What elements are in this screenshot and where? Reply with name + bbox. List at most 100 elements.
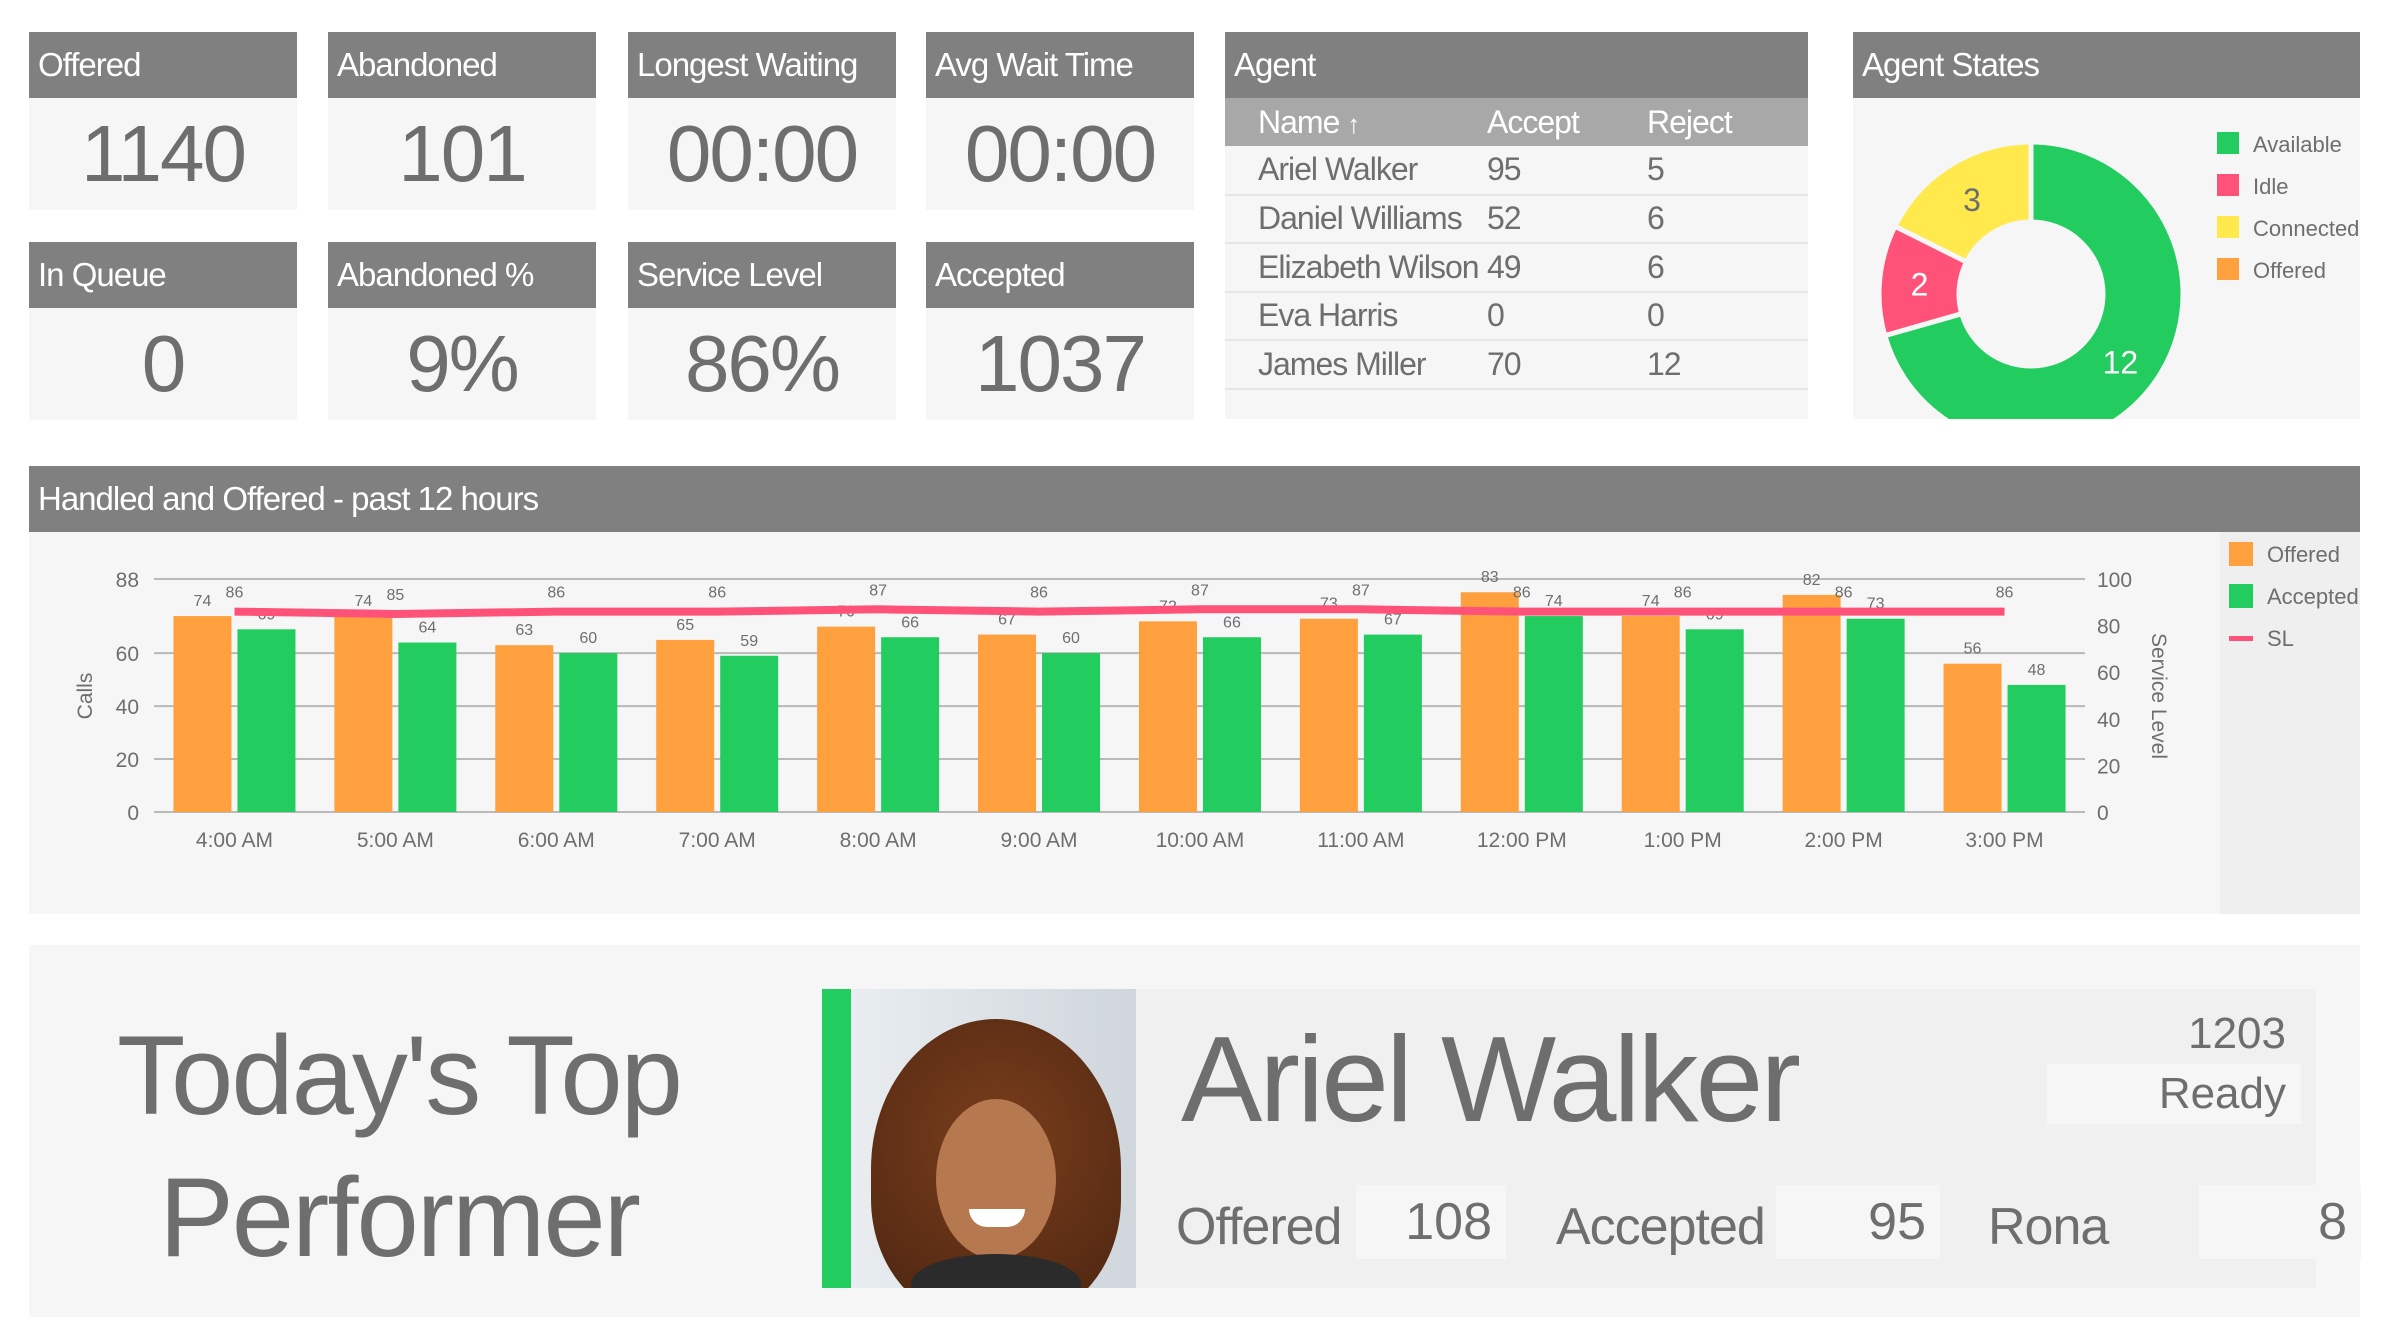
x-tick-label: 9:00 AM bbox=[1001, 829, 1078, 852]
bar-accepted bbox=[1524, 616, 1583, 812]
kpi-label: Abandoned bbox=[328, 32, 596, 98]
agent-accept: 49 bbox=[1487, 243, 1647, 293]
bar-value-label: 66 bbox=[901, 614, 919, 631]
stat-label-rona: Rona bbox=[1988, 1198, 2109, 1256]
bar-accepted bbox=[1363, 634, 1422, 812]
line-value-label: 86 bbox=[226, 585, 244, 602]
x-tick-label: 5:00 AM bbox=[357, 829, 434, 852]
agent-row[interactable]: James Miller 70 12 bbox=[1225, 340, 1808, 390]
bar-offered bbox=[817, 626, 876, 812]
agent-name: Elizabeth Wilson bbox=[1225, 243, 1487, 293]
agent-row[interactable]: Daniel Williams 52 6 bbox=[1225, 194, 1808, 244]
column-header-accept[interactable]: Accept bbox=[1487, 98, 1647, 146]
line-value-label: 86 bbox=[1674, 585, 1692, 602]
agent-name: Eva Harris bbox=[1225, 291, 1487, 341]
donut-slice-available bbox=[1881, 139, 2186, 419]
x-tick-label: 3:00 PM bbox=[1965, 829, 2043, 852]
kpi-value: 1037 bbox=[975, 319, 1147, 408]
bar-accepted bbox=[559, 653, 618, 812]
x-tick-label: 7:00 AM bbox=[679, 829, 756, 852]
legend-swatch-offered bbox=[2217, 258, 2239, 280]
bar-value-label: 74 bbox=[194, 593, 212, 610]
top-performer-panel: Today's Top Performer Ariel Walker 1203 … bbox=[29, 945, 2361, 1317]
performer-status: Ready bbox=[2047, 1064, 2301, 1124]
legend-swatch-accepted bbox=[2229, 584, 2253, 608]
kpi-tile-service-level: Service Level 86% bbox=[628, 242, 896, 420]
stat-value-rona: 8 bbox=[2199, 1185, 2361, 1259]
bar-value-label: 65 bbox=[676, 617, 694, 634]
column-header-name[interactable]: Name ↑ bbox=[1225, 98, 1487, 146]
bar-accepted bbox=[720, 655, 779, 812]
kpi-value: 0 bbox=[141, 319, 187, 408]
bar-offered bbox=[1621, 616, 1680, 812]
line-value-label: 87 bbox=[1352, 582, 1370, 599]
line-value-label: 85 bbox=[386, 587, 404, 604]
agent-reject: 12 bbox=[1647, 340, 1808, 390]
x-tick-label: 12:00 PM bbox=[1477, 829, 1567, 852]
bar-offered bbox=[1943, 663, 2002, 812]
agent-accept: 0 bbox=[1487, 291, 1647, 341]
stat-value-offered: 108 bbox=[1356, 1185, 1506, 1259]
agent-row[interactable]: Elizabeth Wilson 49 6 bbox=[1225, 243, 1808, 293]
bar-value-label: 83 bbox=[1481, 569, 1499, 586]
chart-title: Handled and Offered - past 12 hours bbox=[29, 466, 2360, 532]
line-value-label: 86 bbox=[708, 585, 726, 602]
kpi-value: 00:00 bbox=[666, 109, 859, 198]
bar-offered bbox=[1299, 618, 1358, 812]
agent-panel-title: Agent bbox=[1225, 32, 1808, 98]
x-tick-label: 11:00 AM bbox=[1317, 829, 1404, 852]
y2-tick-label: 100 bbox=[2097, 569, 2132, 592]
legend-label-offered: Offered bbox=[2253, 258, 2326, 283]
kpi-label: Abandoned % bbox=[328, 242, 596, 308]
bar-offered bbox=[495, 645, 554, 812]
kpi-label: Longest Waiting bbox=[628, 32, 896, 98]
agent-row[interactable]: Ariel Walker 95 5 bbox=[1225, 146, 1808, 196]
y-tick-label: 0 bbox=[127, 802, 139, 825]
handled-offered-chart: 0 20 40 60 88 0 20 40 60 80 100 Calls Service Level 4… bbox=[74, 542, 2359, 852]
x-tick-label: 8:00 AM bbox=[840, 829, 917, 852]
performer-name: Ariel Walker bbox=[1181, 1011, 1801, 1147]
y2-tick-label: 20 bbox=[2097, 755, 2120, 778]
x-tick-label: 2:00 PM bbox=[1805, 829, 1883, 852]
kpi-tile-offered: Offered 1140 bbox=[29, 32, 297, 210]
kpi-value: 00:00 bbox=[964, 109, 1157, 198]
performer-extension: 1203 bbox=[2188, 1009, 2286, 1058]
column-header-reject[interactable]: Reject bbox=[1647, 98, 1808, 146]
bar-offered bbox=[334, 616, 393, 812]
agent-accept: 95 bbox=[1487, 146, 1647, 196]
bar-offered bbox=[1138, 621, 1197, 812]
legend-swatch-offered bbox=[2229, 542, 2253, 566]
x-tick-label: 10:00 AM bbox=[1156, 829, 1245, 852]
y-tick-label: 20 bbox=[116, 749, 139, 772]
line-sl bbox=[234, 605, 2005, 618]
stat-label-offered: Offered bbox=[1176, 1198, 1342, 1256]
y-tick-label: 40 bbox=[116, 696, 139, 719]
bar-value-label: 82 bbox=[1803, 572, 1821, 589]
donut-slice-label: 3 bbox=[1963, 182, 1981, 218]
kpi-tile-longest-waiting: Longest Waiting 00:00 bbox=[628, 32, 896, 210]
line-value-label: 87 bbox=[1191, 582, 1209, 599]
kpi-label: Avg Wait Time bbox=[926, 32, 1194, 98]
legend-label-sl: SL bbox=[2267, 626, 2294, 651]
bar-value-label: 64 bbox=[418, 620, 436, 637]
agent-reject: 5 bbox=[1647, 146, 1808, 196]
legend-label-offered: Offered bbox=[2267, 542, 2340, 567]
donut-slice-connected bbox=[1891, 139, 2034, 266]
line-value-label: 86 bbox=[547, 585, 565, 602]
bar-value-label: 74 bbox=[1642, 593, 1660, 610]
y2-tick-label: 60 bbox=[2097, 662, 2120, 685]
kpi-tile-in-queue: In Queue 0 bbox=[29, 242, 297, 420]
kpi-tile-abandoned: Abandoned % 9% bbox=[328, 242, 596, 420]
bar-accepted bbox=[1685, 629, 1744, 812]
y2-tick-label: 40 bbox=[2097, 709, 2120, 732]
legend-label-idle: Idle bbox=[2253, 174, 2288, 199]
y2-axis-label: Service Level bbox=[2147, 633, 2170, 759]
legend-swatch-available bbox=[2217, 132, 2239, 154]
agent-states-title: Agent States bbox=[1853, 32, 2360, 98]
agent-row[interactable]: Eva Harris 0 0 bbox=[1225, 291, 1808, 341]
kpi-value: 9% bbox=[406, 319, 520, 408]
bar-offered bbox=[656, 639, 715, 812]
kpi-tile-accepted: Accepted 1037 bbox=[926, 242, 1194, 420]
agent-name: Ariel Walker bbox=[1225, 146, 1487, 196]
agent-states-panel: Agent States 12 Available 2 Idle 3 Connected O… bbox=[1853, 32, 2360, 419]
